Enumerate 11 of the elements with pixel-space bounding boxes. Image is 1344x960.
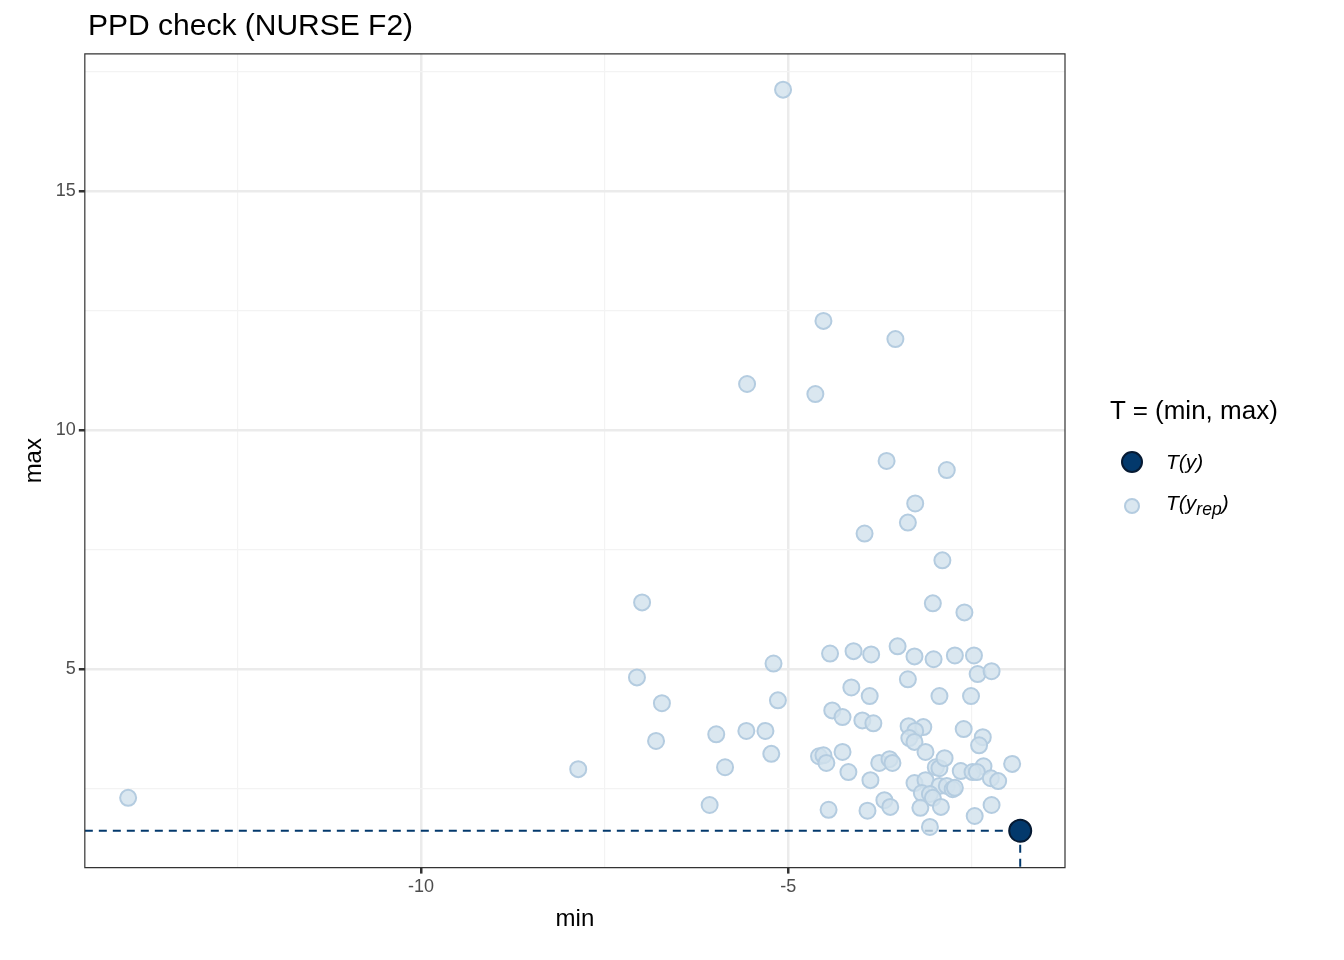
legend-label: T(y) bbox=[1166, 450, 1204, 474]
y-tick-label: 15 bbox=[55, 179, 76, 200]
x-axis-title: min bbox=[555, 904, 595, 932]
x-tick-label: -5 bbox=[780, 876, 797, 897]
legend-label: T(y$_{rep}$) bbox=[1166, 491, 1229, 521]
y-tick-label: 5 bbox=[65, 657, 76, 678]
legend-title: T = (min, max) bbox=[1110, 395, 1278, 426]
chart-title: PPD check (NURSE F2) bbox=[88, 8, 414, 42]
y-tick-label: 10 bbox=[55, 418, 76, 439]
x-tick-label: -10 bbox=[408, 876, 435, 897]
y-axis-title: max bbox=[19, 438, 47, 484]
